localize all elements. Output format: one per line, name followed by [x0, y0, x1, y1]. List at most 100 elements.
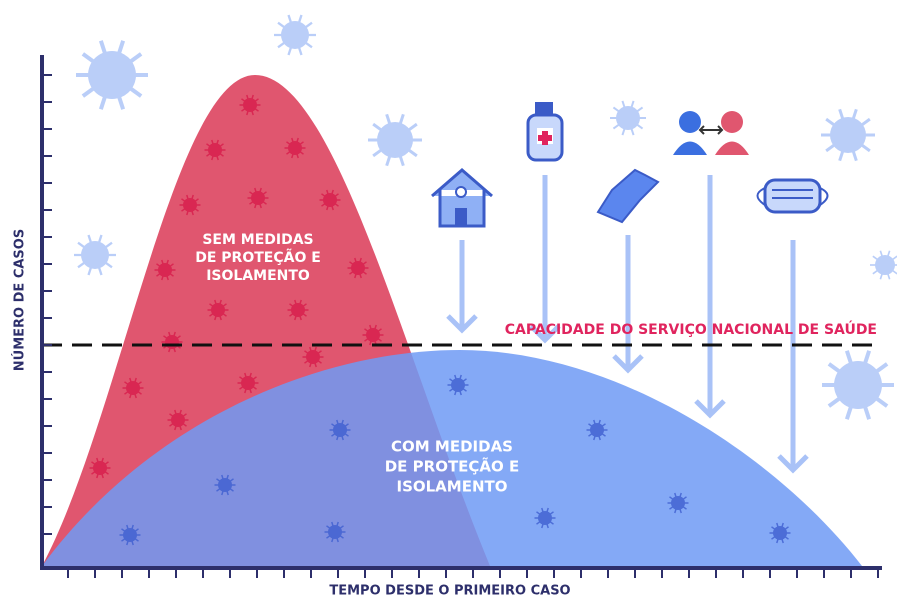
virus-icons [89, 94, 791, 546]
virus-body [158, 263, 172, 277]
virus [214, 474, 236, 496]
virus-body [241, 376, 255, 390]
virus-body [671, 496, 685, 510]
virus-body [165, 335, 179, 349]
virus-body [218, 478, 232, 492]
virus [362, 324, 384, 346]
curve-label: ISOLAMENTO [396, 478, 507, 496]
virus-body [834, 361, 882, 409]
virus [324, 521, 346, 543]
virus [89, 457, 111, 479]
arrow-head [446, 314, 478, 334]
virus [534, 507, 556, 529]
virus-body [306, 350, 320, 364]
virus [302, 346, 324, 368]
arrow-head [777, 454, 809, 474]
virus [76, 40, 148, 110]
virus-body [590, 423, 604, 437]
curve-label: DE PROTEÇÃO E [385, 457, 520, 476]
virus [287, 299, 309, 321]
axes [40, 55, 882, 578]
virus-body [171, 413, 185, 427]
virus-body [243, 98, 257, 112]
bottle-pump [535, 102, 553, 116]
virus-body [830, 117, 866, 153]
virus-body [88, 51, 136, 99]
virus-body [183, 198, 197, 212]
person-icon [721, 111, 743, 133]
virus [154, 259, 176, 281]
virus [821, 108, 875, 162]
virus [822, 350, 894, 420]
virus-body [351, 261, 365, 275]
virus-body [328, 525, 342, 539]
arrow-head [529, 324, 561, 344]
curve-label: ISOLAMENTO [206, 268, 310, 284]
virus [122, 377, 144, 399]
glove-icon [596, 168, 660, 224]
distance-arrow [698, 125, 724, 135]
cross [538, 131, 552, 145]
virus-body [323, 193, 337, 207]
virus-body [616, 106, 640, 130]
person-icon [679, 111, 701, 133]
virus [179, 194, 201, 216]
person-body [715, 141, 749, 155]
virus-body [93, 461, 107, 475]
virus [119, 524, 141, 546]
virus-body [451, 378, 465, 392]
virus [586, 419, 608, 441]
arrow-head [612, 354, 644, 374]
decorations [74, 14, 897, 420]
curve-label: COM MEDIDAS [391, 438, 513, 456]
measure-arrows [446, 175, 809, 474]
curve-label: DE PROTEÇÃO E [195, 249, 321, 266]
virus-body [291, 303, 305, 317]
virus-body [251, 191, 265, 205]
person-body [673, 141, 707, 155]
virus-body [126, 381, 140, 395]
mask-straps [756, 187, 829, 206]
virus [239, 94, 261, 116]
virus-body [875, 255, 895, 275]
virus [74, 234, 116, 276]
mask-icon [763, 178, 822, 214]
house-window [455, 186, 467, 198]
virus [204, 139, 226, 161]
virus [368, 113, 422, 167]
virus [319, 189, 341, 211]
virus [329, 419, 351, 441]
curve-with-measures [42, 350, 862, 566]
virus-body [281, 21, 309, 49]
x-axis-label: TEMPO DESDE O PRIMEIRO CASO [329, 584, 570, 599]
virus [347, 257, 369, 279]
virus [207, 299, 229, 321]
virus-body [288, 141, 302, 155]
virus-body [773, 526, 787, 540]
virus-body [208, 143, 222, 157]
arrow-head [694, 399, 726, 419]
house-door [455, 208, 467, 226]
virus [870, 250, 897, 280]
virus [167, 409, 189, 431]
virus [769, 522, 791, 544]
virus-body [333, 423, 347, 437]
y-axis-label: NÚMERO DE CASOS [12, 229, 28, 371]
virus-body [123, 528, 137, 542]
virus [274, 14, 316, 56]
virus [610, 100, 646, 136]
virus-body [81, 241, 109, 269]
virus [237, 372, 259, 394]
virus-body [211, 303, 225, 317]
virus [667, 492, 689, 514]
capacity-label: CAPACIDADE DO SERVIÇO NACIONAL DE SAÚDE [505, 320, 877, 338]
measure-icons [431, 102, 829, 228]
virus [247, 187, 269, 209]
virus-body [538, 511, 552, 525]
virus [447, 374, 469, 396]
virus-body [377, 122, 413, 158]
curve-label: SEM MEDIDAS [202, 232, 313, 248]
virus-body [366, 328, 380, 342]
